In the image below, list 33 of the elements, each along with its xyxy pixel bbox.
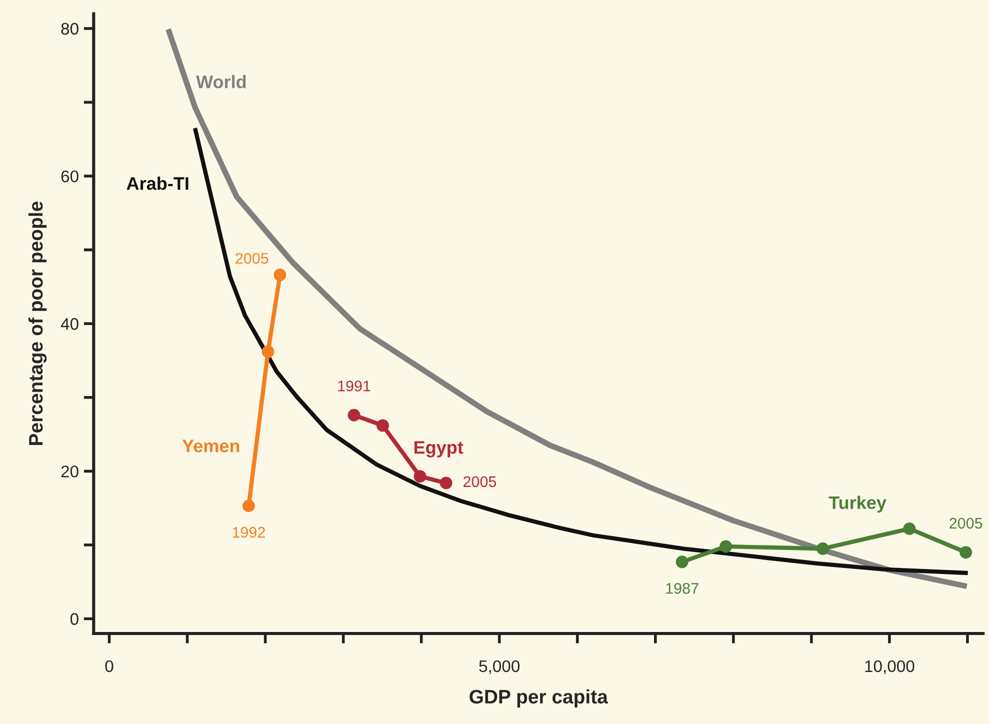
series-label: Yemen — [182, 440, 240, 452]
series-label: Egypt — [414, 441, 464, 458]
y-axis-title: Percentage of poor people — [28, 202, 47, 445]
point — [960, 546, 972, 559]
annotation: 1992 — [232, 526, 265, 538]
series-label: Turkey — [828, 496, 886, 513]
annotation: 2005 — [236, 252, 268, 264]
annotation: 1987 — [666, 582, 698, 594]
point — [414, 470, 426, 483]
y-tick-label: 80 — [61, 22, 78, 35]
annotation: 2005 — [464, 476, 496, 488]
x-tick-label: 10,000 — [865, 660, 914, 674]
y-tick-label: 60 — [61, 170, 78, 182]
point — [348, 408, 360, 422]
point — [242, 500, 255, 512]
point — [720, 540, 732, 553]
annotation: 1991 — [338, 380, 370, 392]
y-tick-label: 40 — [60, 318, 78, 330]
x-tick-label: 0 — [105, 660, 114, 672]
point — [440, 476, 452, 490]
series-label: World — [196, 75, 246, 88]
y-tick-label: 20 — [61, 466, 78, 478]
x-tick-label: 5,000 — [479, 660, 520, 674]
point — [816, 542, 830, 555]
y-tick-label: 0 — [70, 613, 78, 625]
point — [676, 556, 688, 568]
x-axis-title: GDP per capita — [470, 689, 608, 708]
series-label: Arab-TI — [126, 176, 188, 190]
point — [274, 268, 286, 282]
point — [262, 345, 274, 358]
annotation: 2005 — [950, 518, 982, 529]
point — [376, 419, 389, 432]
point — [903, 522, 916, 535]
